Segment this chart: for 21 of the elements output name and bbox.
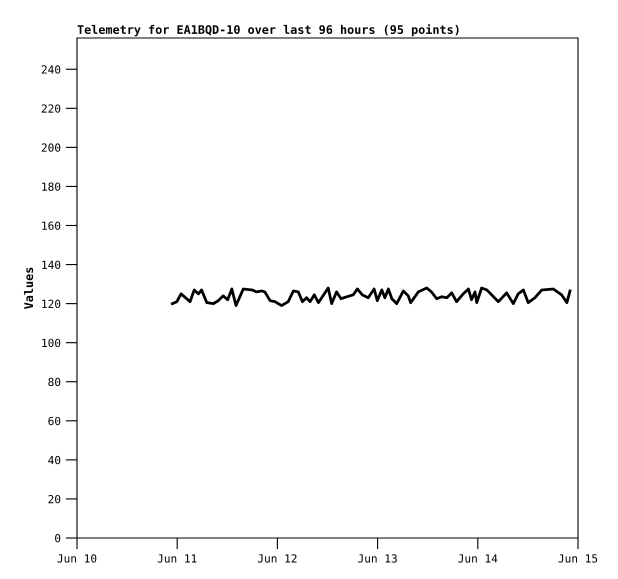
y-tick-label: 160 bbox=[42, 222, 60, 230]
y-tick-label: 60 bbox=[48, 416, 60, 426]
y-axis-title: Values bbox=[24, 268, 34, 309]
y-tick-label: 200 bbox=[42, 143, 60, 152]
y-tick-label: 40 bbox=[48, 456, 60, 464]
y-tick-label: 180 bbox=[42, 182, 60, 191]
y-tick-label: 20 bbox=[48, 494, 60, 504]
y-tick-label: 80 bbox=[48, 378, 60, 386]
x-tick-label: Jun 14 bbox=[458, 554, 498, 563]
y-tick-label: 140 bbox=[42, 260, 60, 269]
x-tick-label: Jun 11 bbox=[158, 554, 197, 563]
x-tick-label: Jun 13 bbox=[358, 554, 397, 563]
x-tick-label: Jun 15 bbox=[558, 554, 598, 563]
y-tick-label: 120 bbox=[42, 300, 60, 308]
y-tick-label: 220 bbox=[42, 104, 60, 113]
chart-title: Telemetry for EA1BQD-10 over last 96 hours (95 points) bbox=[78, 24, 459, 36]
x-tick-label: Jun 12 bbox=[258, 554, 297, 563]
y-tick-label: 0 bbox=[55, 534, 60, 542]
y-tick-label: 100 bbox=[42, 338, 60, 348]
x-tick-label: Jun 10 bbox=[58, 554, 96, 563]
y-tick-label: 240 bbox=[42, 65, 60, 74]
